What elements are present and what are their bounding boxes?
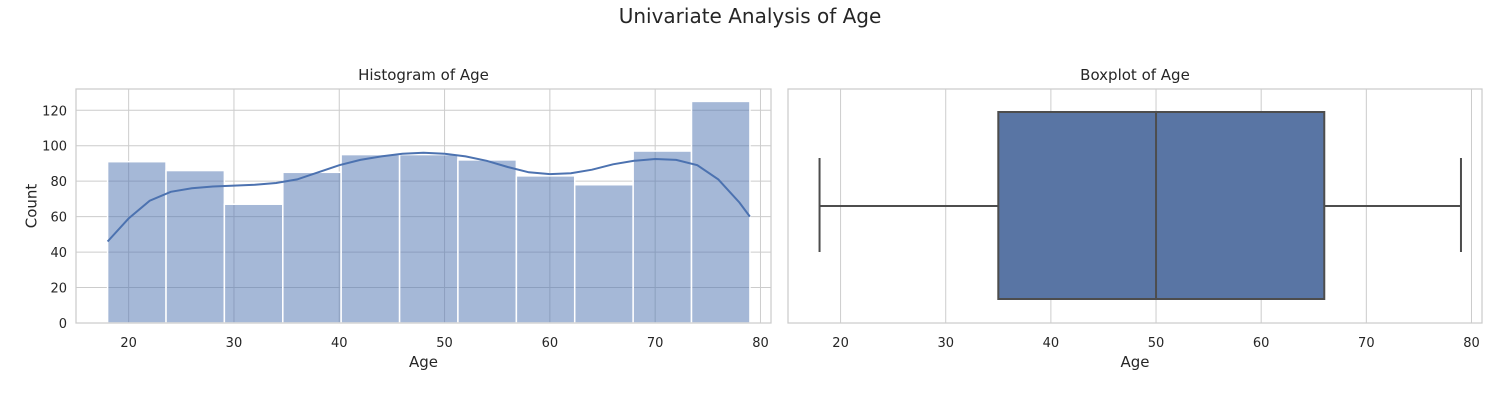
histogram-bar-9 [632,150,693,324]
boxplot-x-tick-label-2: 40 [1043,336,1060,351]
boxplot-x-ticks: 20 30 40 50 60 70 80 [832,336,1479,351]
histogram-y-tick-label-1: 20 [50,282,67,297]
histogram-y-tick-label-6: 120 [42,104,67,119]
histogram-axes-frame [75,88,772,324]
histogram-x-tick-label-5: 70 [647,336,664,351]
boxplot [818,111,1462,300]
histogram-y-label: Count [22,184,40,229]
boxplot-x-tick-label-0: 20 [832,336,849,351]
histogram-y-tick-label-0: 0 [59,317,67,332]
boxplot-axes-frame [787,88,1483,324]
histogram-bars [106,100,751,324]
histogram-y-tick-label-3: 60 [50,211,67,226]
histogram-bar-6 [457,159,518,324]
boxplot-x-tick-label-4: 60 [1253,336,1270,351]
boxplot-x-tick-label-3: 50 [1148,336,1165,351]
kde-curve [106,151,751,243]
histogram-y-tick-label-2: 40 [50,246,67,261]
histogram-bar-2 [223,203,284,324]
figure-title: Univariate Analysis of Age [618,4,882,28]
boxplot-x-tick-label-5: 70 [1358,336,1375,351]
boxplot-x-tick-label-6: 80 [1463,336,1480,351]
histogram-x-label: Age [409,353,438,371]
histogram-x-tick-label-1: 30 [226,336,243,351]
boxplot-x-label: Age [1120,353,1149,371]
boxplot-x-tick-label-1: 30 [937,336,954,351]
histogram-bar-4 [340,153,401,324]
histogram-bar-7 [515,175,576,324]
histogram-x-tick-label-4: 60 [542,336,559,351]
histogram-bar-8 [573,183,634,324]
histogram-bar-10 [690,100,751,324]
histogram-bar-1 [165,169,226,324]
histogram-y-tick-label-4: 80 [50,175,67,190]
interquartile-box [997,111,1326,300]
histogram-bar-0 [106,160,167,324]
histogram-y-tick-label-5: 100 [42,140,67,155]
boxplot-title: Boxplot of Age [1080,66,1190,84]
histogram-x-tick-label-0: 20 [120,336,137,351]
histogram-title: Histogram of Age [358,66,489,84]
histogram-x-tick-label-6: 80 [752,336,769,351]
histogram-bar-5 [398,153,459,324]
histogram-x-ticks: 20 30 40 50 60 70 80 [120,336,768,351]
histogram-y-ticks: 0 20 40 60 80 100 120 [42,104,67,332]
histogram-bar-3 [282,171,342,324]
histogram-x-tick-label-2: 40 [331,336,348,351]
histogram-x-tick-label-3: 50 [436,336,453,351]
